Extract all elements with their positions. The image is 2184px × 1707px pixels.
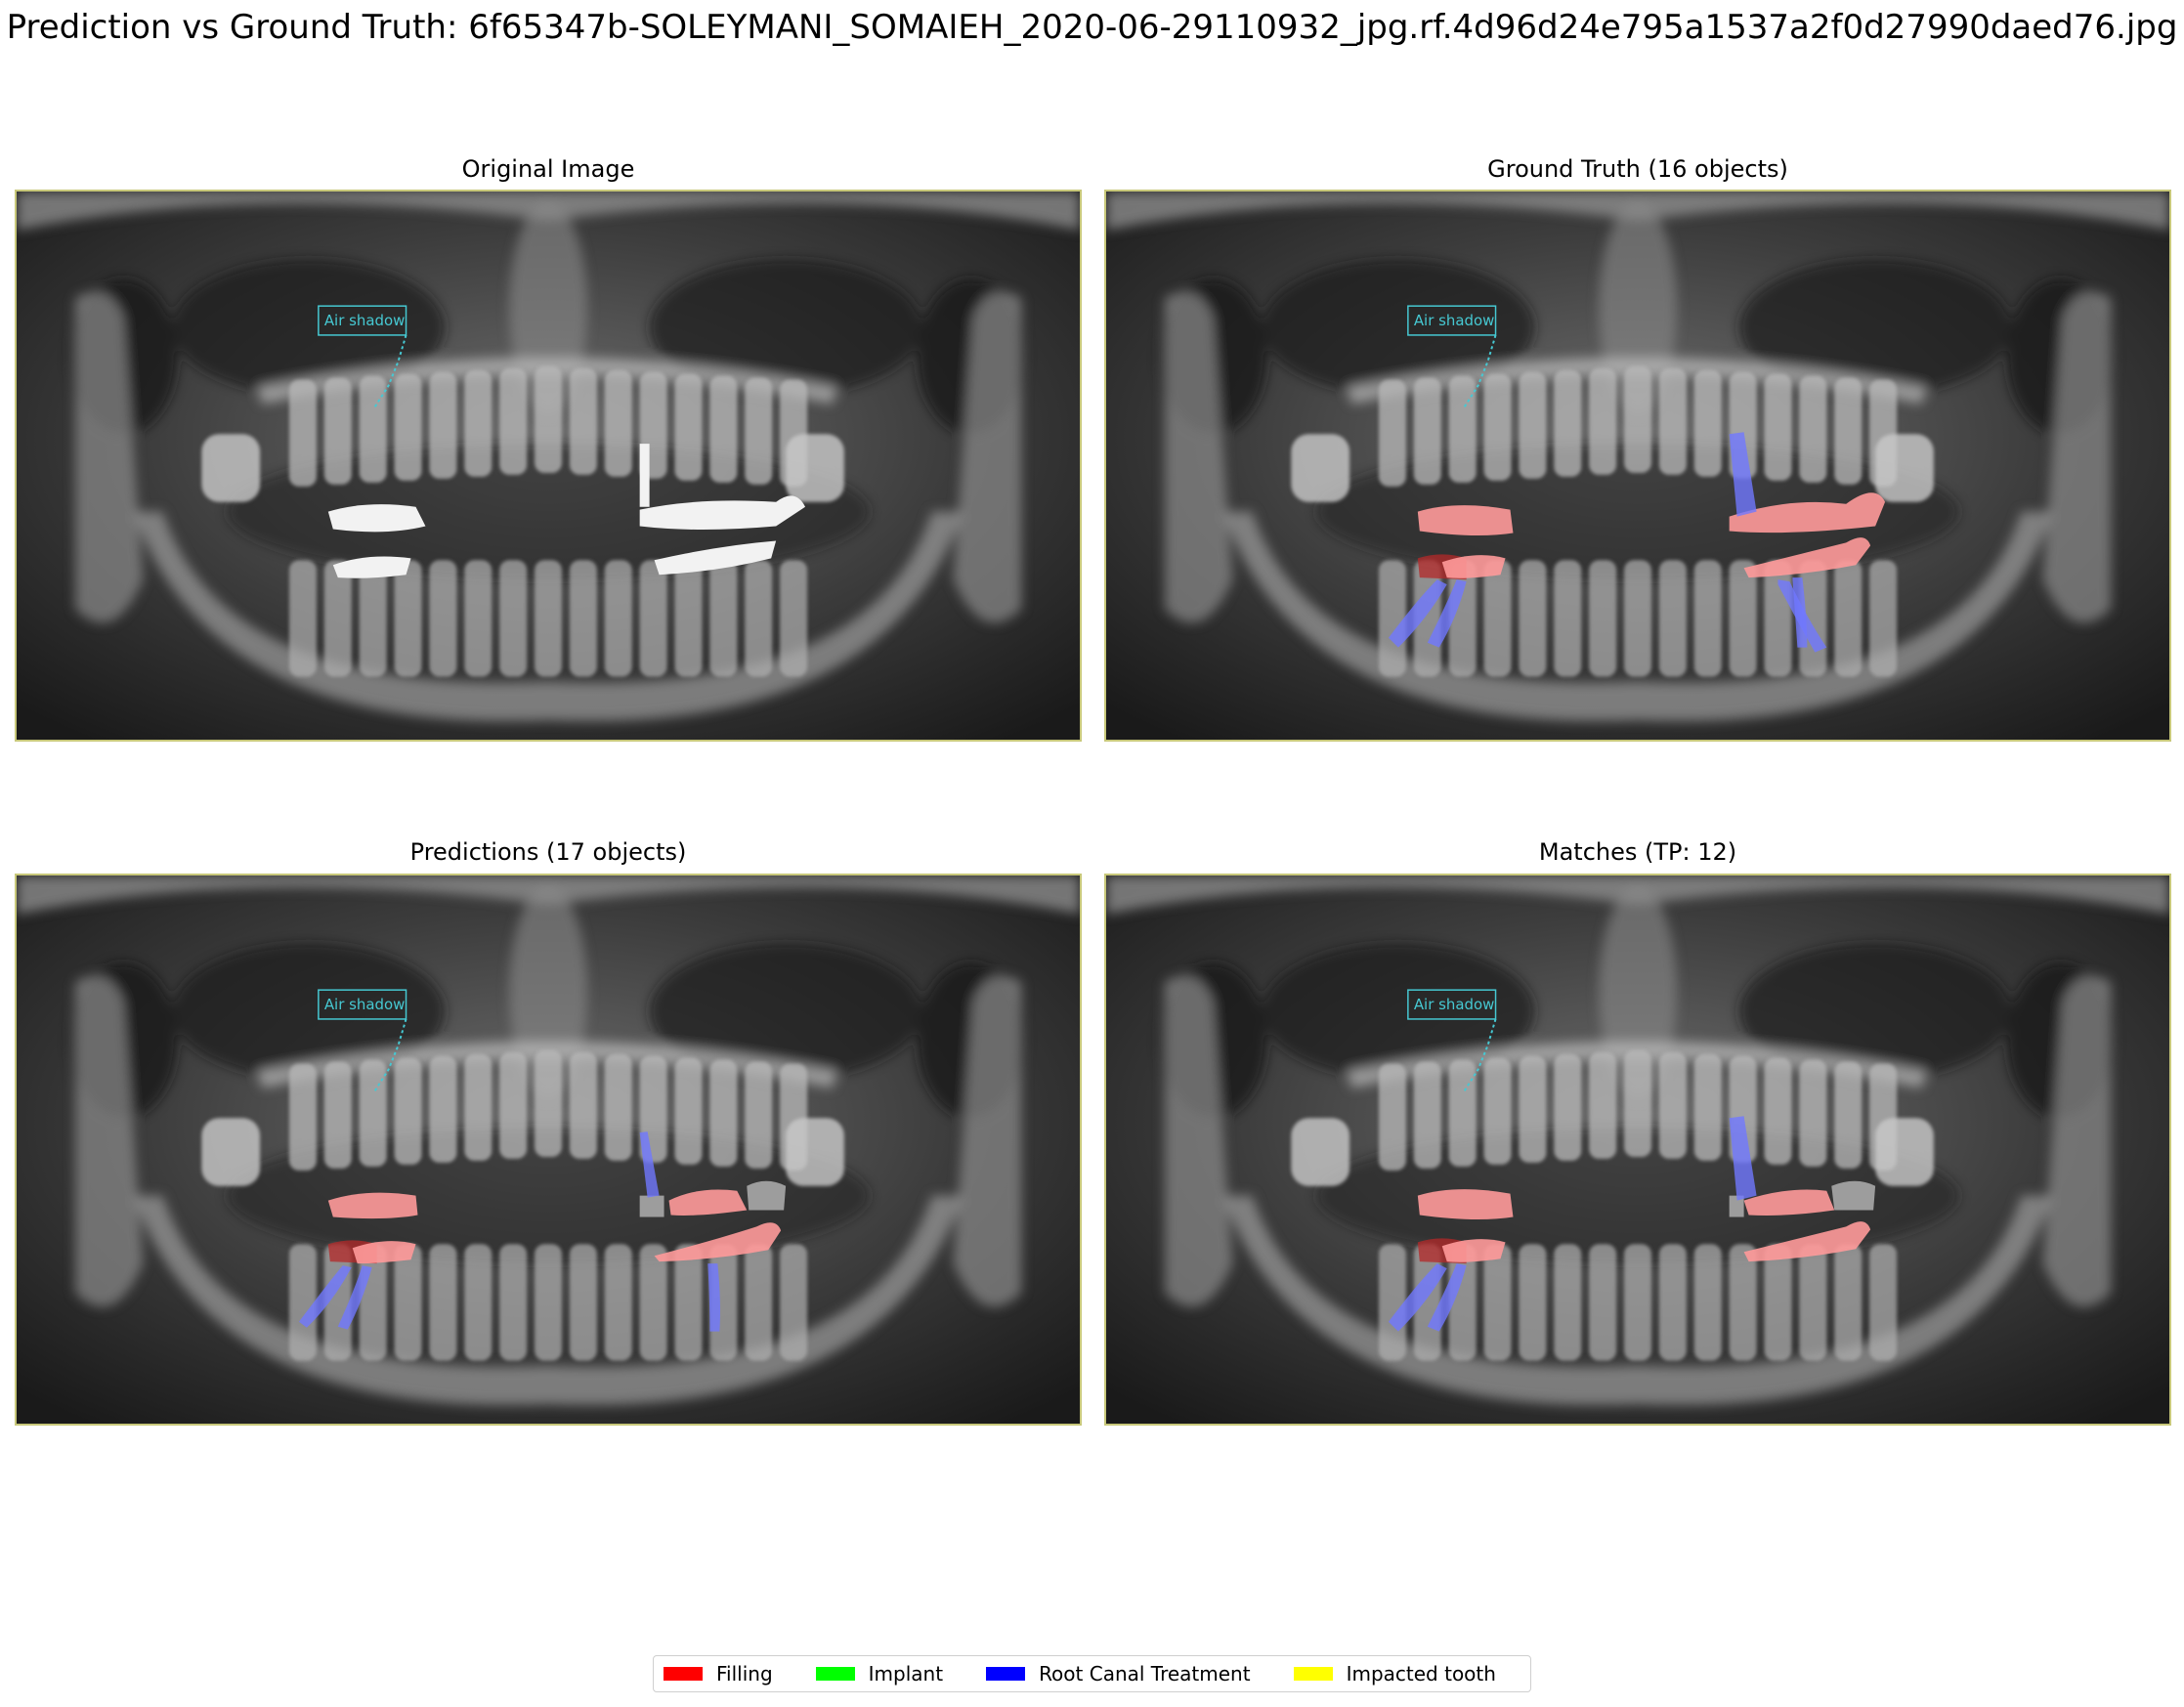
legend-label-implant: Implant (868, 1662, 944, 1686)
panel-title-ground-truth: Ground Truth (16 objects) (1487, 155, 1788, 183)
xray-bone-structures (17, 192, 1080, 722)
legend-label-filling: Filling (716, 1662, 773, 1686)
panel-title-original: Original Image (461, 155, 635, 183)
panel-matches: Air shadow (1104, 874, 2171, 1426)
panel-title-matches: Matches (TP: 12) (1538, 838, 1737, 866)
matches-overlay (1388, 1116, 1876, 1332)
predictions-overlay (298, 1131, 787, 1332)
air-shadow-label: Air shadow (324, 312, 405, 329)
xray-image: Air shadow (1106, 875, 2169, 1424)
legend-swatch-root-canal (986, 1667, 1026, 1681)
panel-original-image: Air shadow (15, 190, 1082, 742)
xray-teeth (201, 365, 844, 677)
xray-image: Air shadow (17, 192, 1080, 740)
air-shadow-annotation: Air shadow (1407, 989, 1497, 1091)
air-shadow-label: Air shadow (1414, 996, 1494, 1013)
ground-truth-overlay (1388, 432, 1886, 653)
legend-item-implant: Implant (815, 1662, 944, 1686)
legend-label-root-canal: Root Canal Treatment (1039, 1662, 1251, 1686)
legend-item-filling: Filling (664, 1662, 773, 1686)
legend: Filling Implant Root Canal Treatment Imp… (653, 1655, 1531, 1692)
legend-item-root-canal: Root Canal Treatment (986, 1662, 1251, 1686)
legend-swatch-implant (815, 1667, 855, 1681)
xray-image: Air shadow (17, 875, 1080, 1424)
air-shadow-label: Air shadow (324, 996, 405, 1013)
panel-title-predictions: Predictions (17 objects) (409, 838, 687, 866)
panel-predictions: Air shadow (15, 874, 1082, 1426)
legend-swatch-impacted (1293, 1667, 1333, 1681)
air-shadow-label: Air shadow (1414, 312, 1494, 329)
legend-label-impacted: Impacted tooth (1346, 1662, 1496, 1686)
air-shadow-annotation: Air shadow (1407, 305, 1497, 407)
panel-ground-truth: Air shadow (1104, 190, 2171, 742)
figure-title: Prediction vs Ground Truth: 6f65347b-SOL… (6, 8, 2178, 47)
xray-teeth (1291, 365, 1934, 677)
legend-swatch-filling (664, 1667, 703, 1681)
restorations-natural (327, 444, 806, 578)
air-shadow-annotation: Air shadow (318, 989, 407, 1091)
legend-item-impacted: Impacted tooth (1293, 1662, 1496, 1686)
xray-image: Air shadow (1106, 192, 2169, 740)
air-shadow-annotation: Air shadow (318, 305, 407, 407)
